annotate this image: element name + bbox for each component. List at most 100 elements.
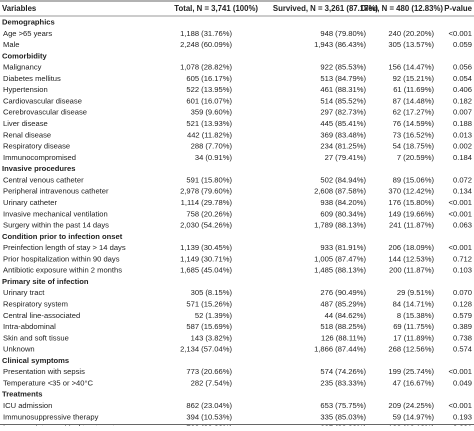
cell-value: 461 (88.31%) bbox=[320, 85, 366, 94]
cell-value: 54 (18.75%) bbox=[393, 142, 435, 151]
cell-value: 206 (18.09%) bbox=[388, 243, 434, 252]
cell-value: 1,005 (87.47%) bbox=[314, 254, 366, 263]
row-label: Presentation with sepsis bbox=[3, 367, 85, 376]
cell-value: <0.001 bbox=[449, 367, 472, 376]
cell-value: 282 (7.54%) bbox=[191, 378, 233, 387]
header-cell: P-value bbox=[444, 4, 472, 13]
cell-value: 34 (0.91%) bbox=[195, 153, 233, 162]
cell-value: 0.054 bbox=[453, 74, 472, 83]
cell-value: 1,139 (30.45%) bbox=[180, 243, 232, 252]
cell-value: 0.007 bbox=[453, 108, 472, 117]
cell-value: 445 (85.41%) bbox=[320, 119, 366, 128]
cell-value: 574 (74.26%) bbox=[320, 367, 366, 376]
cell-value: 938 (84.20%) bbox=[320, 198, 366, 207]
cell-value: 61 (11.69%) bbox=[393, 85, 434, 94]
cell-value: <0.001 bbox=[449, 209, 472, 218]
cell-value: 17 (11.89%) bbox=[393, 333, 434, 342]
cell-value: 2,134 (57.04%) bbox=[180, 345, 232, 354]
cell-value: 1,114 (29.78%) bbox=[181, 198, 233, 207]
cell-value: 47 (16.67%) bbox=[393, 378, 435, 387]
cell-value: 513 (84.79%) bbox=[320, 74, 366, 83]
cell-value: 0.389 bbox=[453, 322, 472, 331]
cell-value: 276 (90.49%) bbox=[320, 288, 366, 297]
header-cell: Survived, N = 3,261 (87.17%) bbox=[273, 4, 379, 13]
cell-value: 76 (14.59%) bbox=[393, 119, 435, 128]
row-label: Temperature <35 or >40°C bbox=[3, 378, 94, 387]
cell-value: 200 (11.87%) bbox=[389, 266, 434, 275]
cell-value: 1,685 (45.04%) bbox=[180, 266, 232, 275]
cell-value: 240 (20.20%) bbox=[388, 29, 434, 38]
row-label: Skin and soft tissue bbox=[3, 333, 69, 342]
cell-value: 0.188 bbox=[453, 119, 472, 128]
cell-value: 1,188 (31.76%) bbox=[180, 29, 232, 38]
row-label: Prior hospitalization within 90 days bbox=[3, 254, 120, 263]
row-label: Cerebrovascular disease bbox=[3, 108, 87, 117]
header-cell: Total, N = 3,741 (100%) bbox=[174, 4, 258, 13]
cell-value: 369 (83.48%) bbox=[320, 130, 366, 139]
cell-value: 7 (20.59%) bbox=[397, 153, 435, 162]
cell-value: 59 (14.97%) bbox=[393, 412, 435, 421]
cell-value: 0.574 bbox=[453, 345, 472, 354]
cell-value: 653 (75.75%) bbox=[320, 401, 366, 410]
row-label: Malignancy bbox=[3, 63, 42, 72]
row-label: Central line-associated bbox=[3, 311, 80, 320]
cell-value: 0.182 bbox=[453, 96, 472, 105]
cell-value: 2,608 (87.58%) bbox=[314, 187, 366, 196]
row-label: Central venous catheter bbox=[3, 175, 84, 184]
section-title: Comorbidity bbox=[2, 51, 47, 60]
row-label: Immunocompromised bbox=[3, 153, 76, 162]
cell-value: 84 (14.71%) bbox=[393, 300, 435, 309]
cell-value: 2,030 (54.26%) bbox=[180, 221, 232, 230]
cell-value: 1,866 (87.44%) bbox=[314, 345, 366, 354]
cell-value: 1,485 (88.13%) bbox=[314, 266, 366, 275]
cell-value: 89 (15.06%) bbox=[393, 175, 435, 184]
section-title: Primary site of infection bbox=[2, 277, 89, 286]
cell-value: 0.712 bbox=[453, 254, 472, 263]
cell-value: <0.001 bbox=[449, 401, 472, 410]
cell-value: 0.063 bbox=[453, 221, 472, 230]
row-label: Peripheral intravenous catheter bbox=[3, 187, 109, 196]
cell-value: 144 (12.53%) bbox=[388, 254, 434, 263]
cell-value: 149 (19.66%) bbox=[388, 209, 434, 218]
cell-value: 305 (13.57%) bbox=[388, 40, 434, 49]
cell-value: 288 (7.70%) bbox=[191, 142, 233, 151]
cell-value: 0.184 bbox=[453, 153, 472, 162]
cell-value: 143 (3.82%) bbox=[191, 333, 233, 342]
section-title: Demographics bbox=[2, 18, 55, 27]
cell-value: 370 (12.42%) bbox=[388, 187, 434, 196]
cell-value: 0.013 bbox=[453, 130, 472, 139]
cell-value: 8 (15.38%) bbox=[397, 311, 435, 320]
row-label: Invasive mechanical ventilation bbox=[3, 209, 108, 218]
cell-value: 0.103 bbox=[453, 266, 472, 275]
row-label: Intra-abdominal bbox=[3, 322, 56, 331]
row-label: Preinfection length of stay > 14 days bbox=[3, 243, 126, 252]
cell-value: 268 (12.56%) bbox=[388, 345, 434, 354]
cell-value: <0.001 bbox=[449, 29, 472, 38]
row-label: Liver disease bbox=[3, 119, 48, 128]
cell-value: 1,943 (86.43%) bbox=[314, 40, 366, 49]
cell-value: 502 (84.94%) bbox=[320, 175, 366, 184]
cell-value: 518 (88.25%) bbox=[320, 322, 366, 331]
cell-value: 0.134 bbox=[453, 187, 472, 196]
cell-value: 591 (15.80%) bbox=[186, 175, 232, 184]
cell-value: 62 (17.27%) bbox=[393, 108, 435, 117]
cell-value: 297 (82.73%) bbox=[320, 108, 366, 117]
cell-value: 0.193 bbox=[453, 412, 472, 421]
cell-value: 933 (81.91%) bbox=[320, 243, 366, 252]
row-label: Unknown bbox=[3, 345, 35, 354]
cell-value: 126 (88.11%) bbox=[321, 333, 366, 342]
row-label: Surgery within the past 14 days bbox=[3, 221, 109, 230]
cell-value: 0.056 bbox=[453, 63, 472, 72]
row-label: Cardiovascular disease bbox=[3, 96, 82, 105]
cell-value: 1,149 (30.71%) bbox=[180, 254, 232, 263]
header-cell: Variables bbox=[2, 4, 37, 13]
cell-value: 176 (15.80%) bbox=[388, 198, 434, 207]
row-label: Urinary catheter bbox=[3, 198, 57, 207]
cell-value: 199 (25.74%) bbox=[388, 367, 434, 376]
cell-value: 44 (84.62%) bbox=[325, 311, 367, 320]
row-label: Renal disease bbox=[3, 130, 51, 139]
cell-value: 235 (83.33%) bbox=[320, 378, 366, 387]
cell-value: 234 (81.25%) bbox=[320, 142, 366, 151]
cell-value: 29 (9.51%) bbox=[397, 288, 435, 297]
